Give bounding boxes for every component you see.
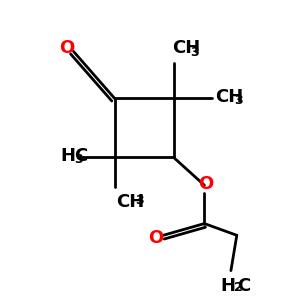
Text: H: H — [60, 147, 75, 165]
Text: O: O — [148, 229, 164, 247]
Text: 2: 2 — [234, 281, 243, 294]
Text: C: C — [74, 147, 87, 165]
Text: 3: 3 — [75, 153, 83, 166]
Text: C: C — [238, 277, 251, 295]
Text: O: O — [59, 40, 75, 58]
Text: 3: 3 — [135, 194, 144, 207]
Text: CH: CH — [215, 88, 243, 106]
Text: CH: CH — [172, 39, 200, 57]
Text: 3: 3 — [234, 94, 242, 107]
Text: CH: CH — [116, 193, 144, 211]
Text: H: H — [220, 277, 236, 295]
Text: 3: 3 — [190, 46, 199, 59]
Text: O: O — [198, 175, 214, 193]
